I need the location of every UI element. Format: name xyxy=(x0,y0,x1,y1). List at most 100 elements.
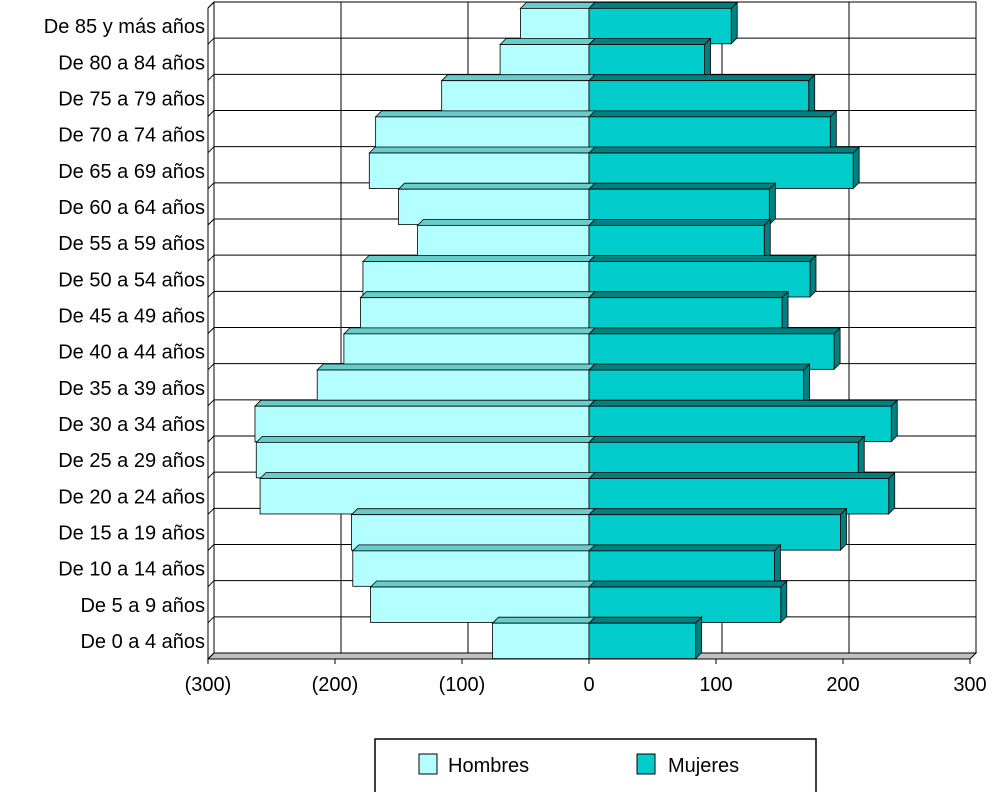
bar-front-face xyxy=(588,188,770,226)
bars xyxy=(254,1,899,660)
bar-side-face xyxy=(857,435,865,479)
bar-front-face xyxy=(359,297,590,334)
category-label: De 55 a 59 años xyxy=(58,233,205,255)
bar-top-face xyxy=(588,327,842,335)
y-gridline-edge xyxy=(207,399,215,407)
bar-front-face xyxy=(588,622,697,660)
bar-top-face xyxy=(342,327,596,335)
bar-mujeres-1 xyxy=(588,580,788,624)
category-label: De 85 y más años xyxy=(44,16,205,38)
x-tick-label: 200 xyxy=(826,674,859,696)
bar-mujeres-11 xyxy=(588,218,772,262)
bar-side-face xyxy=(803,363,811,407)
y-gridline-edge xyxy=(207,544,215,551)
y-gridline-edge xyxy=(207,435,215,443)
bar-side-face xyxy=(781,290,789,335)
bar-mujeres-17 xyxy=(588,1,739,45)
bar-top-face xyxy=(588,38,712,45)
bar-mujeres-4 xyxy=(588,471,896,515)
legend-swatch-mujeres xyxy=(636,753,656,775)
bar-front-face xyxy=(588,550,775,587)
bar-top-face xyxy=(588,399,899,407)
bar-hombres-17 xyxy=(519,1,596,45)
bar-side-face xyxy=(890,399,898,443)
bar-mujeres-0 xyxy=(588,616,703,660)
y-gridline-edge xyxy=(207,616,215,624)
category-label: De 20 a 24 años xyxy=(58,486,205,508)
bar-top-face xyxy=(368,146,596,154)
bar-top-face xyxy=(588,255,817,262)
bar-hombres-5 xyxy=(255,435,596,479)
category-label: De 10 a 14 años xyxy=(58,559,205,581)
bar-top-face xyxy=(588,472,896,479)
bar-top-face xyxy=(519,1,596,9)
bar-top-face xyxy=(374,110,596,118)
bar-top-face xyxy=(499,38,596,45)
bar-hombres-13 xyxy=(368,146,596,189)
y-gridline-edge xyxy=(207,580,215,588)
category-label: De 65 a 69 años xyxy=(58,161,205,183)
category-label: De 25 a 29 años xyxy=(58,450,205,472)
bar-front-face xyxy=(588,514,841,551)
bar-front-face xyxy=(588,80,810,117)
bar-hombres-8 xyxy=(342,327,596,370)
bar-top-face xyxy=(588,291,790,299)
bar-front-face xyxy=(343,333,590,370)
bar-front-face xyxy=(588,369,805,406)
y-gridline-edge xyxy=(207,652,215,660)
bar-mujeres-12 xyxy=(588,182,777,226)
bar-top-face xyxy=(588,544,782,552)
category-label: De 60 a 64 años xyxy=(58,197,205,219)
bar-side-face xyxy=(808,73,816,118)
category-labels: De 0 a 4 años De 5 a 9 años De 10 a 14 año… xyxy=(44,16,205,653)
y-gridline-edge xyxy=(207,37,215,45)
bar-top-face xyxy=(359,291,596,299)
bar-hombres-1 xyxy=(369,580,596,623)
bar-mujeres-13 xyxy=(588,146,861,190)
bar-front-face xyxy=(588,116,831,153)
y-gridline-edge xyxy=(207,1,215,9)
bar-top-face xyxy=(361,255,596,262)
bar-side-face xyxy=(695,616,703,660)
bar-mujeres-15 xyxy=(588,73,816,118)
bar-hombres-7 xyxy=(316,363,596,406)
bar-mujeres-2 xyxy=(588,543,782,588)
bar-mujeres-16 xyxy=(588,37,712,81)
bar-top-face xyxy=(588,74,816,82)
bar-side-face xyxy=(809,254,817,298)
category-label: De 35 a 39 años xyxy=(58,378,205,400)
x-tick-label: (100) xyxy=(439,674,486,696)
bar-mujeres-9 xyxy=(588,290,790,335)
y-gridline-edge xyxy=(207,471,215,479)
category-label: De 80 a 84 años xyxy=(58,52,205,74)
bar-hombres-14 xyxy=(374,110,596,153)
y-gridline-edge xyxy=(207,363,215,371)
bar-top-face xyxy=(588,616,703,624)
bar-front-face xyxy=(370,586,590,623)
x-tick-label: 100 xyxy=(699,674,732,696)
bar-top-face xyxy=(259,472,596,479)
bar-side-face xyxy=(730,1,738,45)
bar-front-face xyxy=(588,478,890,515)
bar-side-face xyxy=(768,182,776,226)
bar-mujeres-6 xyxy=(588,399,899,443)
y-gridline-edge xyxy=(207,254,215,262)
x-axis: (300) (200) (100) 0 100 200 300 xyxy=(185,658,987,696)
bar-hombres-2 xyxy=(351,544,596,587)
bar-front-face xyxy=(316,369,590,406)
bar-top-face xyxy=(255,435,596,443)
y-gridline-edge xyxy=(207,290,215,298)
bar-top-face xyxy=(588,580,788,588)
x-tick-label: (200) xyxy=(312,674,359,696)
bar-hombres-9 xyxy=(359,291,596,334)
bar-hombres-15 xyxy=(440,74,596,117)
bar-top-face xyxy=(588,182,777,190)
x-tick-label: 300 xyxy=(953,674,986,696)
y-gridline-edge xyxy=(207,146,215,154)
y-gridline-edge xyxy=(207,182,215,190)
bar-mujeres-8 xyxy=(588,326,842,371)
bar-side-face xyxy=(774,543,781,588)
y-gridline-edge xyxy=(207,327,215,334)
category-label: De 40 a 44 años xyxy=(58,342,205,364)
bar-top-face xyxy=(369,580,596,588)
